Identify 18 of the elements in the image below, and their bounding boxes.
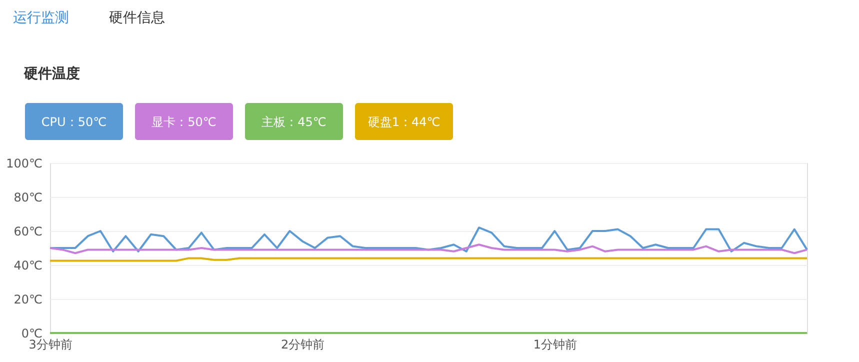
x-tick-label: 3分钟前 [28,338,72,352]
y-tick-label: 60℃ [14,224,42,238]
text: 运行监测 [13,10,69,26]
y-tick-label: 40℃ [14,258,42,272]
line-series [49,226,808,252]
y-tick-label: 100℃ [6,156,42,170]
line-series [49,244,808,254]
chart-title: 硬件温度 [23,65,80,82]
x-tick-label: 2分钟前 [281,338,325,352]
text: 主板：45℃ [262,115,326,129]
y-tick-label: 20℃ [14,292,42,306]
text: CPU：50℃ [41,115,107,129]
y-tick-label: 0℃ [21,326,42,340]
text: 硬件信息 [109,10,165,26]
text: 硬盘1：44℃ [368,115,440,129]
text: 显卡：50℃ [152,115,216,129]
x-tick-label: 1分钟前 [533,338,577,352]
y-tick-label: 80℃ [14,190,42,204]
